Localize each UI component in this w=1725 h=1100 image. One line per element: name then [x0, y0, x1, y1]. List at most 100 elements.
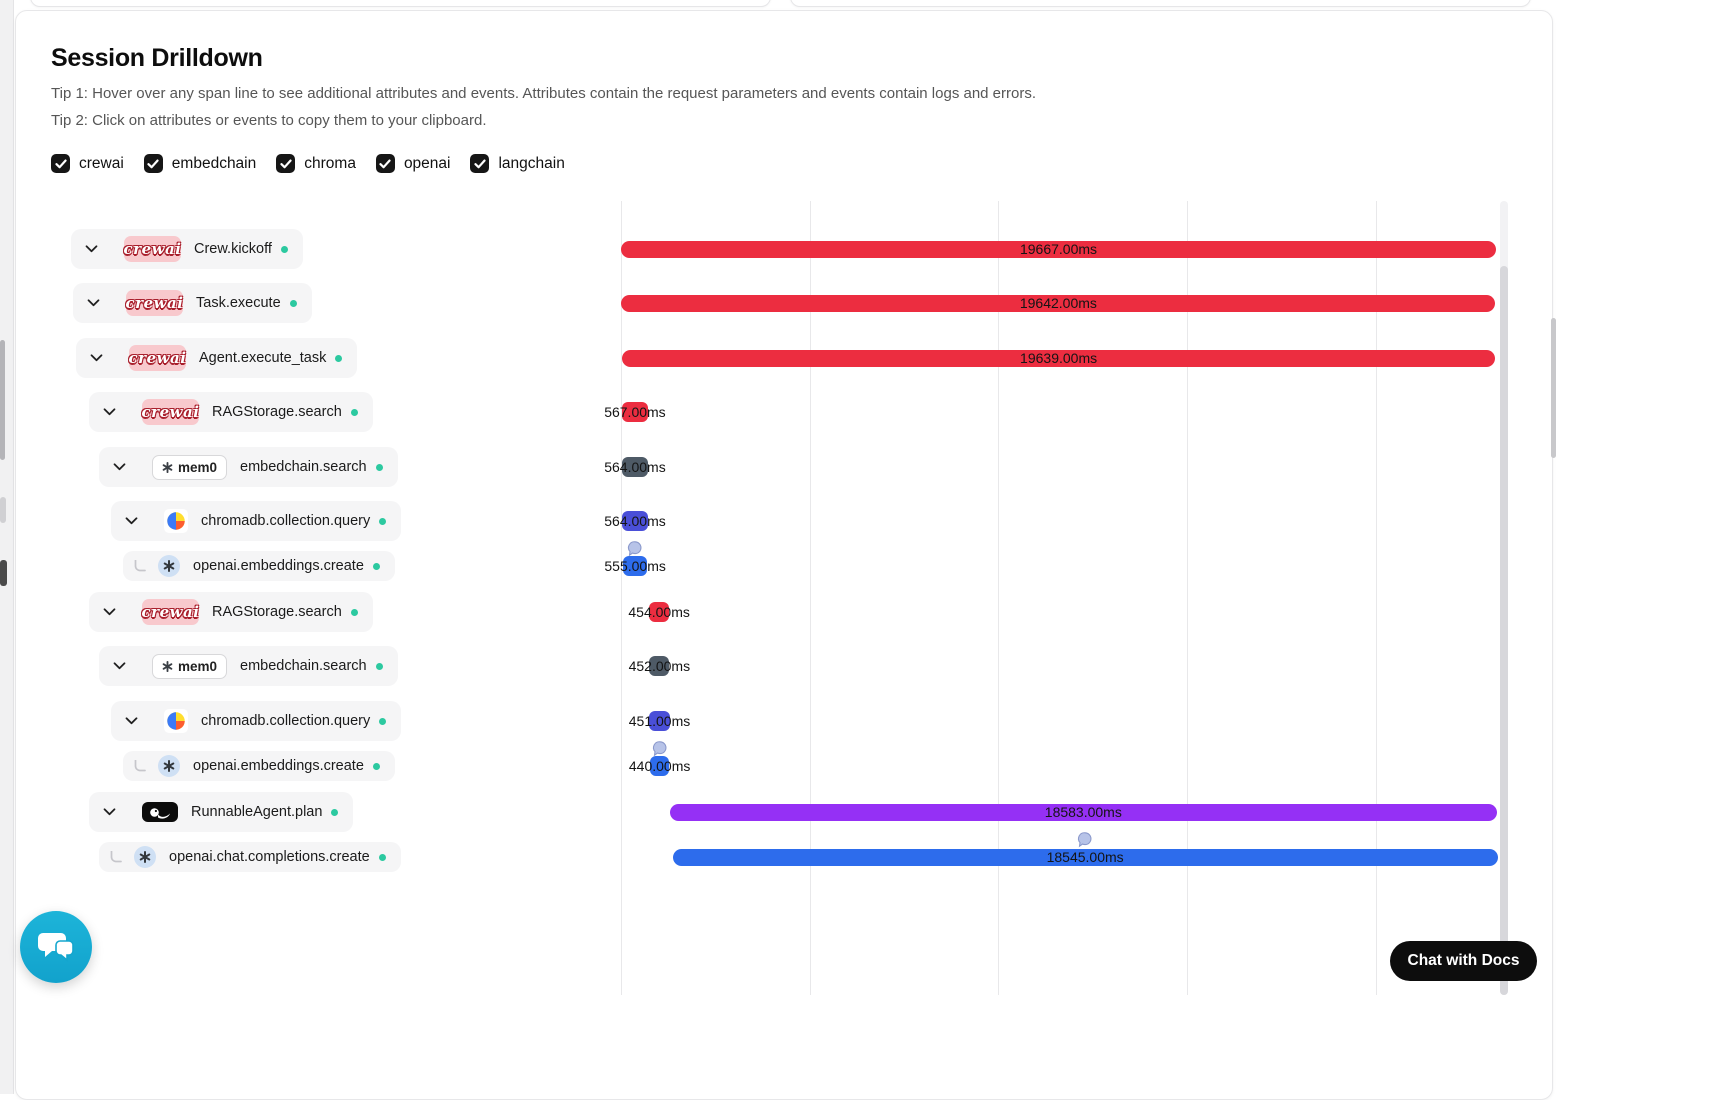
chevron-down-icon[interactable]: [84, 245, 98, 253]
span-bar[interactable]: [672, 848, 1498, 866]
mem0-badge-text: mem0: [178, 658, 218, 674]
crewai-logo-badge: crewai: [124, 236, 181, 262]
status-dot: [335, 354, 343, 362]
span-bar[interactable]: [649, 711, 670, 731]
chevron-down-icon[interactable]: [112, 662, 126, 670]
events-bubble-icon[interactable]: [651, 740, 668, 757]
checkbox-openai[interactable]: [375, 154, 395, 173]
openai-logo-badge: [158, 555, 180, 577]
chevron-down-icon[interactable]: [102, 608, 116, 616]
trace-area: crewai Crew.kickoff 19667.00ms crewai Task.e…: [16, 201, 1552, 995]
left-page-fragment-dark: [0, 560, 7, 586]
mem0-logo-badge: mem0: [152, 454, 228, 480]
span-bar[interactable]: [621, 294, 1496, 312]
span-bar[interactable]: [622, 457, 648, 477]
trace-row-label[interactable]: crewai Crew.kickoff: [71, 229, 303, 269]
chevron-down-icon[interactable]: [102, 408, 116, 416]
timeline-gridline: [809, 201, 811, 995]
filter-crewai[interactable]: crewai: [51, 154, 124, 173]
checkbox-embedchain[interactable]: [143, 154, 163, 173]
tip-2-text: Tip 2: Click on attributes or events to …: [51, 112, 487, 129]
events-bubble-icon[interactable]: [1077, 831, 1094, 848]
status-dot: [350, 408, 358, 416]
chevron-down-icon[interactable]: [86, 299, 100, 307]
page-scrollbar-thumb[interactable]: [1551, 318, 1556, 458]
trace-row-label[interactable]: crewai RAGStorage.search: [89, 592, 373, 632]
left-scrollbar-fragment: [0, 340, 5, 460]
tree-elbow-icon: [133, 559, 146, 573]
openai-logo-badge: [158, 755, 180, 777]
chroma-logo-badge: [164, 509, 188, 533]
langchain-logo-badge: [142, 802, 178, 822]
span-name: Agent.execute_task: [199, 350, 327, 366]
filter-embedchain[interactable]: embedchain: [143, 154, 257, 173]
span-bar[interactable]: [622, 402, 648, 422]
filter-langchain[interactable]: langchain: [470, 154, 565, 173]
span-name: openai.embeddings.create: [193, 758, 364, 774]
page-title: Session Drilldown: [51, 44, 263, 72]
filter-label: chroma: [304, 154, 356, 172]
tree-elbow-icon: [109, 850, 122, 864]
tip-1-text: Tip 1: Hover over any span line to see a…: [51, 85, 1037, 102]
crewai-logo-badge: crewai: [129, 345, 186, 371]
span-bar[interactable]: [621, 240, 1496, 258]
span-bar[interactable]: [622, 511, 648, 531]
chat-with-docs-button[interactable]: Chat with Docs: [1390, 941, 1537, 981]
span-bar[interactable]: [649, 602, 670, 622]
trace-row-label[interactable]: openai.chat.completions.create: [99, 842, 401, 872]
trace-row-label[interactable]: crewai Agent.execute_task: [76, 338, 358, 378]
trace-row-label[interactable]: RunnableAgent.plan: [89, 792, 354, 832]
span-bar[interactable]: [622, 556, 648, 576]
background-page-edge: [0, 0, 14, 1094]
timeline-gridline: [1375, 201, 1377, 995]
timeline-gridline: [998, 201, 1000, 995]
checkbox-langchain[interactable]: [470, 154, 490, 173]
chevron-down-icon[interactable]: [89, 354, 103, 362]
left-page-fragment: [0, 497, 6, 523]
status-dot: [331, 808, 339, 816]
chevron-down-icon[interactable]: [124, 517, 138, 525]
filter-label: langchain: [498, 154, 565, 172]
span-bar[interactable]: [649, 656, 670, 676]
chevron-down-icon[interactable]: [102, 808, 116, 816]
checkbox-chroma[interactable]: [276, 154, 296, 173]
filter-openai[interactable]: openai: [375, 154, 451, 173]
session-drilldown-card: Session Drilldown Tip 1: Hover over any …: [15, 10, 1553, 1100]
span-name: embedchain.search: [240, 459, 367, 475]
tree-elbow-icon: [133, 759, 146, 773]
trace-row-label[interactable]: mem0 embedchain.search: [99, 646, 398, 686]
mem0-flower-icon: [162, 461, 173, 473]
span-bar[interactable]: [621, 349, 1496, 367]
langchain-parrot-icon: [149, 806, 171, 819]
trace-row-label[interactable]: chromadb.collection.query: [111, 501, 402, 541]
chroma-logo-icon: [165, 510, 187, 532]
chevron-down-icon[interactable]: [124, 717, 138, 725]
crewai-logo-badge: crewai: [142, 599, 199, 625]
crewai-logo-badge: crewai: [126, 290, 183, 316]
status-dot: [289, 299, 297, 307]
checkbox-crewai[interactable]: [51, 154, 70, 173]
chevron-down-icon[interactable]: [112, 463, 126, 471]
trace-scrollbar[interactable]: [1500, 201, 1508, 995]
filter-label: embedchain: [171, 154, 257, 172]
span-name: openai.chat.completions.create: [169, 849, 370, 865]
status-dot: [375, 463, 383, 471]
trace-row-label[interactable]: chromadb.collection.query: [111, 701, 402, 741]
filter-chroma[interactable]: chroma: [276, 154, 356, 173]
events-bubble-icon[interactable]: [627, 540, 644, 557]
timeline-gridline: [621, 201, 622, 995]
span-bar[interactable]: [669, 803, 1497, 821]
span-name: chromadb.collection.query: [201, 713, 371, 729]
trace-row-label[interactable]: openai.embeddings.create: [123, 751, 395, 781]
trace-row-label[interactable]: openai.embeddings.create: [123, 551, 395, 581]
trace-row-label[interactable]: mem0 embedchain.search: [99, 447, 398, 487]
trace-row-label[interactable]: crewai RAGStorage.search: [89, 392, 373, 432]
trace-row-label[interactable]: crewai Task.execute: [73, 283, 312, 323]
trace-scrollbar-thumb[interactable]: [1500, 266, 1508, 995]
filter-label: openai: [403, 154, 451, 172]
span-bar[interactable]: [649, 756, 670, 776]
chat-widget-button[interactable]: [20, 911, 92, 983]
crewai-logo-badge: crewai: [142, 399, 199, 425]
status-dot: [350, 608, 358, 616]
